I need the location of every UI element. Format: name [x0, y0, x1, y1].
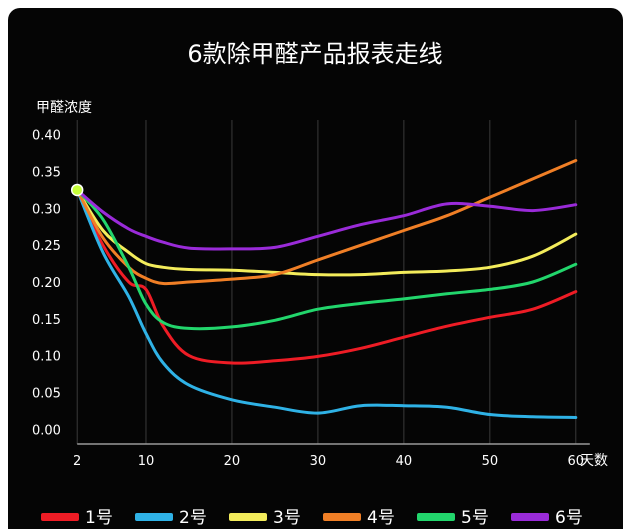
y-tick-label: 0.00	[32, 423, 61, 438]
y-tick-label: 0.40	[32, 129, 61, 144]
legend-label: 1号	[85, 508, 113, 528]
x-tick-label: 10	[138, 454, 155, 469]
y-tick-label: 0.20	[32, 276, 61, 291]
legend: 1号 2号 3号 4号 5号 6号	[41, 508, 583, 528]
grid-lines	[76, 120, 590, 445]
series-line-6	[75, 188, 578, 251]
legend-swatch	[135, 513, 173, 521]
series-line-4	[75, 159, 578, 286]
y-tick-label: 0.35	[32, 166, 61, 181]
legend-label: 5号	[461, 508, 489, 528]
legend-swatch	[41, 513, 79, 521]
chart-title: 6款除甲醛产品报表走线	[187, 40, 442, 68]
legend-label: 4号	[367, 508, 395, 528]
x-tick-label: 60	[568, 454, 585, 469]
y-tick-label: 0.15	[32, 313, 61, 328]
series-line-3	[75, 188, 578, 277]
legend-swatch	[229, 513, 267, 521]
legend-label: 2号	[179, 508, 207, 528]
x-tick-label: 40	[396, 454, 413, 469]
y-tick-label: 0.10	[32, 350, 61, 365]
legend-swatch	[417, 513, 455, 521]
chart-panel: 6款除甲醛产品报表走线 甲醛浓度 天数 0.00 0.05 0.10 0.15 0.20…	[8, 8, 623, 529]
y-tick-label: 0.30	[32, 202, 61, 217]
x-axis-label: 天数	[580, 453, 608, 469]
x-tick-label: 20	[224, 454, 241, 469]
x-tick-label: 30	[310, 454, 327, 469]
x-tick-label: 50	[482, 454, 499, 469]
legend-swatch	[323, 513, 361, 521]
x-tick-label: 2	[73, 454, 81, 469]
x-tick-labels: 2 10 20 30 40 50 60	[73, 454, 584, 469]
legend-label: 6号	[555, 508, 583, 528]
series-line-2	[75, 188, 578, 419]
formaldehyde-line-chart: 6款除甲醛产品报表走线 甲醛浓度 天数 0.00 0.05 0.10 0.15 0.20…	[32, 40, 608, 528]
start-point-marker	[70, 183, 84, 197]
y-tick-labels: 0.00 0.05 0.10 0.15 0.20 0.25 0.30 0.35 0.40	[32, 129, 61, 439]
legend-label: 3号	[273, 508, 301, 528]
y-tick-label: 0.25	[32, 239, 61, 254]
series-line-1	[75, 188, 578, 365]
y-axis-label: 甲醛浓度	[36, 100, 92, 116]
y-tick-label: 0.05	[32, 386, 61, 401]
legend-swatch	[511, 513, 549, 521]
series-line-5	[75, 188, 578, 331]
series-lines	[70, 159, 578, 419]
